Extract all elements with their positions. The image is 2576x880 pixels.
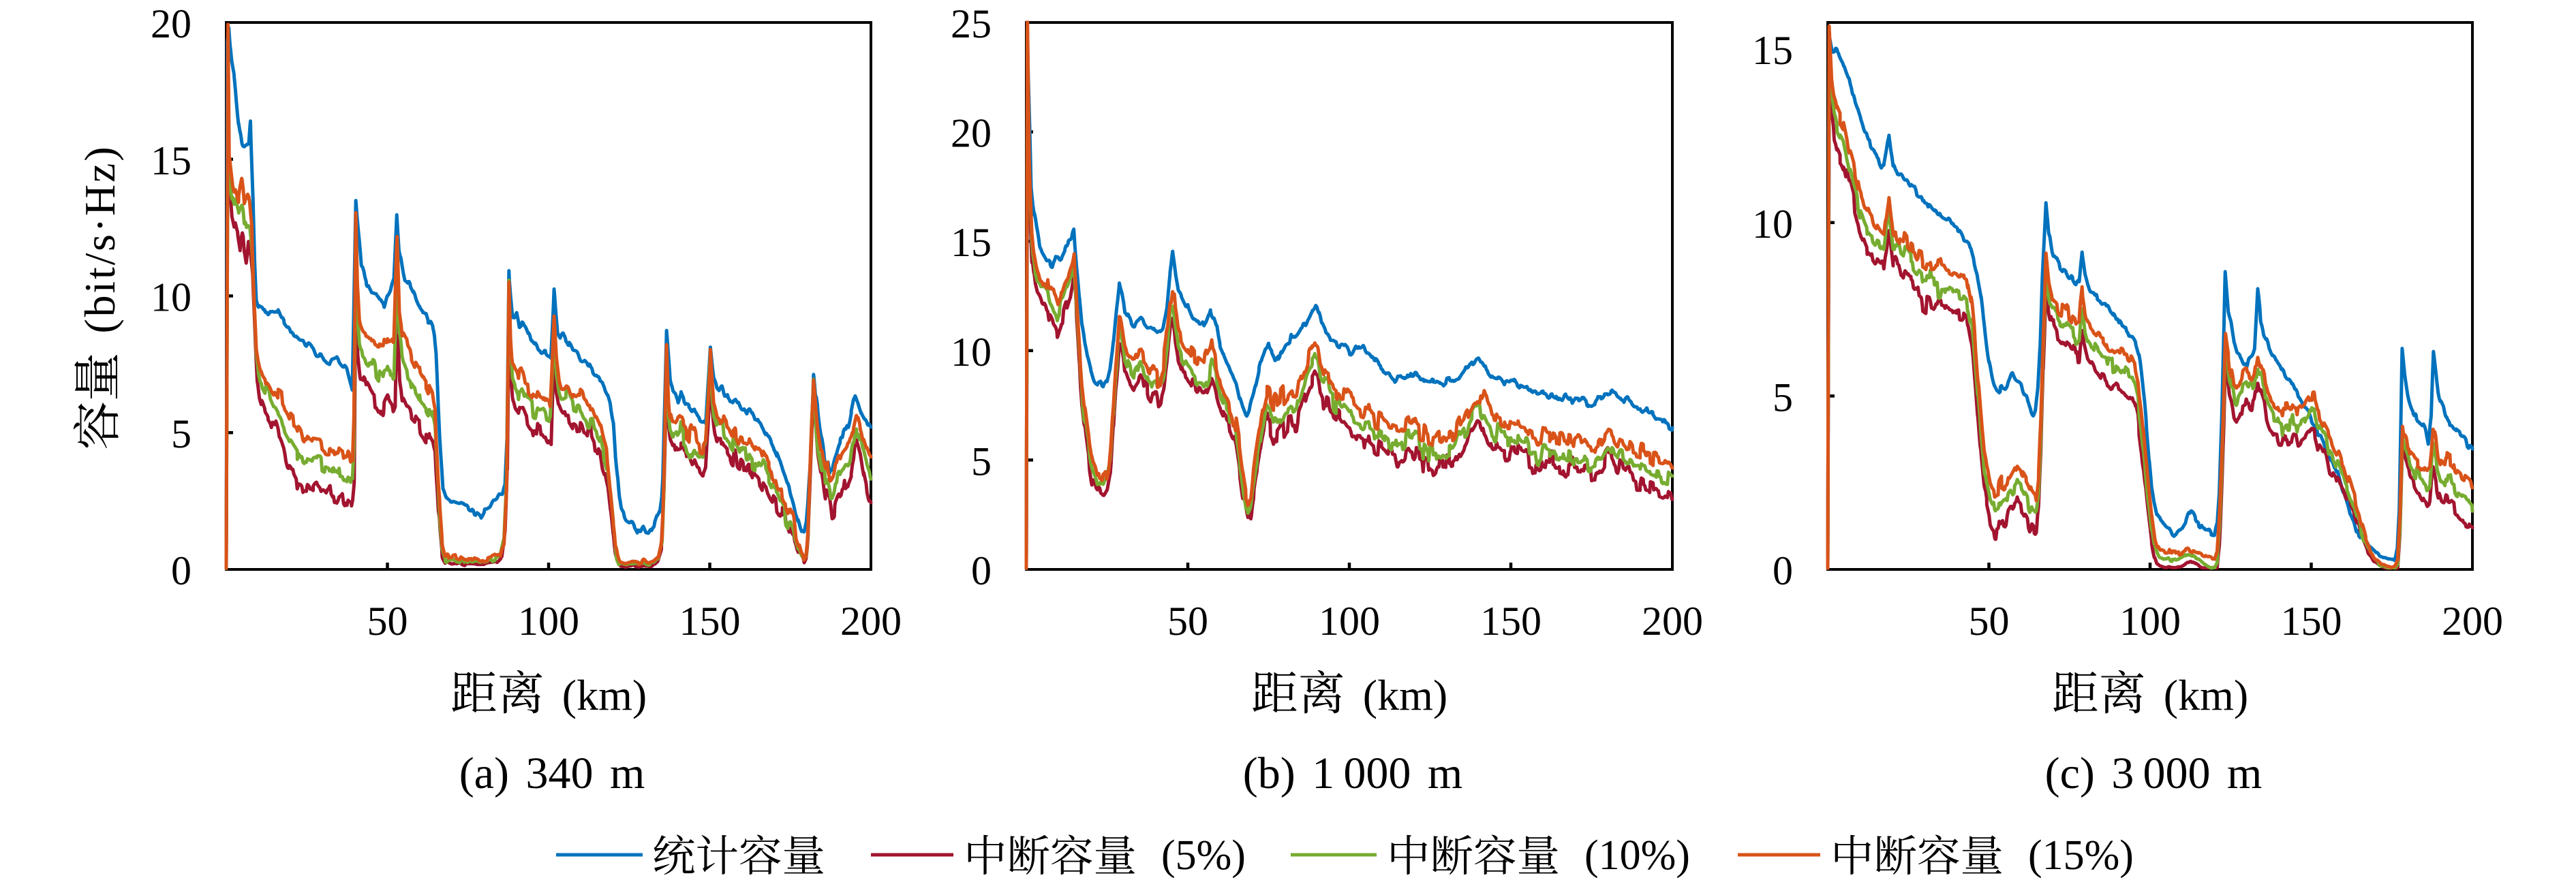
svg-text:(c) 3 000 m: (c) 3 000 m [2045,749,2263,798]
svg-text:100: 100 [2119,599,2181,644]
svg-text:5: 5 [1773,375,1793,420]
svg-text:5: 5 [171,411,191,456]
svg-text:5: 5 [971,439,992,484]
svg-text:50: 50 [1969,599,2010,644]
svg-text:15: 15 [951,220,992,265]
svg-text:200: 200 [1642,599,1703,644]
svg-text:150: 150 [679,599,741,644]
svg-text:(a) 340 m: (a) 340 m [459,749,645,798]
svg-text:20: 20 [951,111,992,156]
svg-text:10: 10 [151,275,191,320]
svg-text:(5%): (5%) [1161,832,1246,879]
svg-text:15: 15 [151,138,191,183]
svg-text:20: 20 [151,1,191,46]
svg-text:200: 200 [840,599,902,644]
svg-text:50: 50 [1167,599,1208,644]
svg-text:150: 150 [1480,599,1542,644]
svg-text:(15%): (15%) [2028,832,2134,879]
svg-text:(km): (km) [562,671,647,719]
svg-text:200: 200 [2442,599,2503,644]
svg-text:100: 100 [518,599,579,644]
svg-text:(km): (km) [2164,671,2248,719]
svg-text:0: 0 [171,548,191,593]
svg-text:(b) 1 000 m: (b) 1 000 m [1243,749,1463,798]
svg-text:15: 15 [1752,28,1793,73]
svg-text:25: 25 [951,1,992,46]
svg-text:10: 10 [951,330,992,375]
svg-text:(km): (km) [1363,671,1447,719]
svg-text:100: 100 [1319,599,1380,644]
svg-text:(bit/s·Hz): (bit/s·Hz) [76,145,124,334]
svg-text:0: 0 [971,548,992,593]
svg-text:0: 0 [1773,548,1793,593]
svg-text:10: 10 [1752,202,1793,247]
svg-text:150: 150 [2281,599,2342,644]
svg-text:(10%): (10%) [1584,832,1690,879]
svg-text:50: 50 [367,599,408,644]
